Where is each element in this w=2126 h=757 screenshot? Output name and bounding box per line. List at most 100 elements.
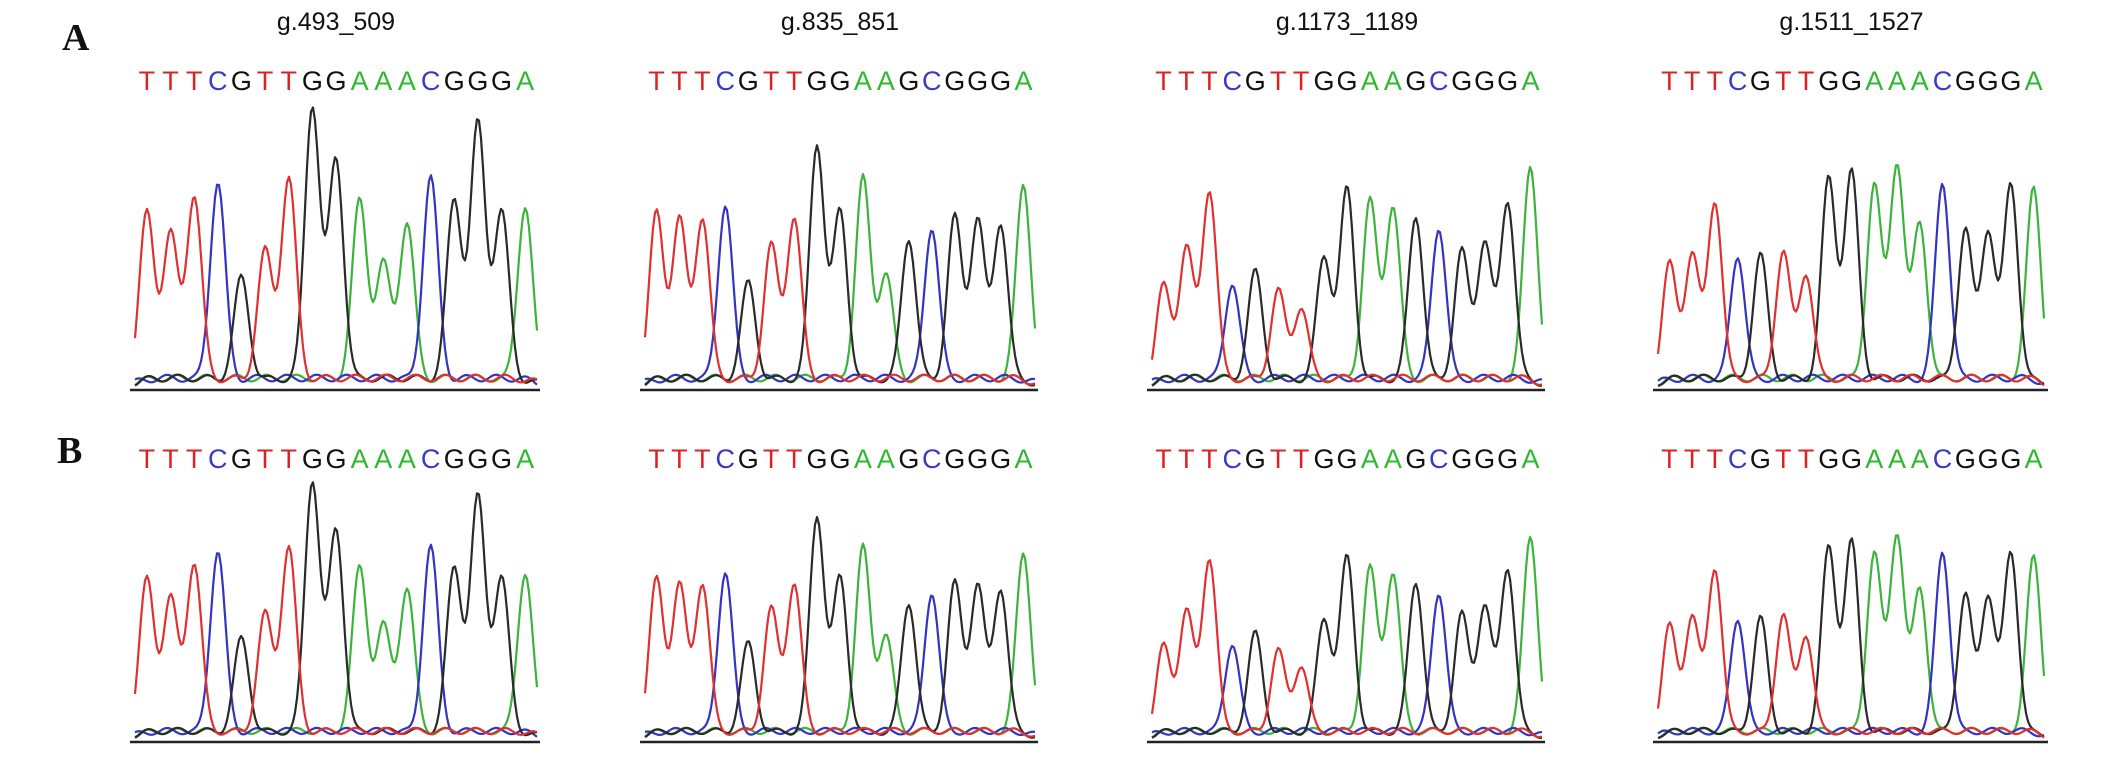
- base-call: T: [648, 444, 665, 474]
- base-call: G: [444, 444, 465, 474]
- base-call: G: [302, 66, 323, 96]
- trace-g: [134, 106, 538, 387]
- base-call: T: [1270, 444, 1287, 474]
- base-call: C: [922, 66, 942, 96]
- trace-t: [133, 175, 538, 384]
- base-call: T: [1178, 444, 1195, 474]
- base-call: C: [208, 66, 228, 96]
- trace-g: [1657, 537, 2045, 739]
- base-call: G: [1818, 444, 1839, 474]
- base-call: A: [1522, 66, 1540, 96]
- base-call: G: [1451, 66, 1472, 96]
- base-call: T: [162, 444, 179, 474]
- base-call: T: [186, 66, 203, 96]
- base-call: A: [1865, 66, 1883, 96]
- base-call: C: [421, 444, 441, 474]
- trace-c: [134, 174, 538, 386]
- trace-a: [1657, 534, 2046, 740]
- region-title: g.1511_1527: [1779, 8, 1923, 36]
- panel-letter: A: [62, 17, 90, 59]
- base-call: G: [829, 66, 850, 96]
- trace-c: [644, 572, 1036, 737]
- base-call: G: [1841, 444, 1862, 474]
- base-call: G: [1314, 66, 1335, 96]
- base-call: G: [231, 66, 252, 96]
- trace-t: [1656, 569, 2045, 739]
- trace-c: [1151, 594, 1543, 737]
- base-call: G: [1336, 444, 1357, 474]
- trace-g: [1151, 185, 1543, 387]
- trace-a: [134, 564, 539, 739]
- base-call: G: [302, 444, 323, 474]
- base-call: T: [1155, 66, 1172, 96]
- base-call: G: [829, 444, 850, 474]
- trace-c: [1657, 182, 2045, 386]
- base-call: A: [854, 66, 872, 96]
- base-call: G: [738, 66, 759, 96]
- base-call: G: [1978, 444, 1999, 474]
- base-call: C: [421, 66, 441, 96]
- base-call: G: [898, 444, 919, 474]
- base-call: T: [1201, 66, 1218, 96]
- base-call: T: [1798, 66, 1815, 96]
- base-call: A: [1361, 66, 1379, 96]
- base-call: G: [1497, 444, 1518, 474]
- base-call: G: [325, 66, 346, 96]
- base-call: T: [694, 66, 711, 96]
- trace-t: [1656, 202, 2045, 387]
- base-call: T: [280, 66, 297, 96]
- base-call: A: [374, 444, 392, 474]
- base-call: C: [922, 444, 942, 474]
- trace-a: [134, 196, 539, 386]
- base-call: G: [2000, 444, 2021, 474]
- base-call: C: [1223, 66, 1243, 96]
- base-call: G: [491, 444, 512, 474]
- base-call: T: [1684, 66, 1701, 96]
- base-call: T: [257, 444, 274, 474]
- base-call: G: [990, 66, 1011, 96]
- base-call: G: [231, 444, 252, 474]
- base-call: T: [1178, 66, 1195, 96]
- trace-g: [644, 516, 1036, 739]
- trace-t: [643, 208, 1036, 386]
- base-call: A: [351, 66, 369, 96]
- base-call: C: [1429, 66, 1449, 96]
- base-call: G: [1245, 444, 1266, 474]
- trace-c: [134, 543, 538, 738]
- base-call: G: [444, 66, 465, 96]
- trace-g: [644, 144, 1036, 387]
- base-call: G: [967, 66, 988, 96]
- base-call: T: [1293, 444, 1310, 474]
- base-call: T: [1707, 66, 1724, 96]
- trace-c: [1151, 229, 1543, 384]
- base-call: T: [1775, 66, 1792, 96]
- base-call: G: [990, 444, 1011, 474]
- base-call: A: [2025, 66, 2043, 96]
- base-call: A: [1911, 66, 1929, 96]
- base-call: T: [694, 444, 711, 474]
- base-call: G: [967, 444, 988, 474]
- base-call: A: [2025, 444, 2043, 474]
- base-call: A: [1384, 66, 1402, 96]
- base-call: C: [716, 66, 736, 96]
- base-call: G: [1955, 66, 1976, 96]
- base-call: G: [807, 444, 828, 474]
- base-call: G: [944, 444, 965, 474]
- trace-g: [1151, 553, 1542, 739]
- base-call: T: [162, 66, 179, 96]
- base-call: A: [398, 66, 416, 96]
- trace-a: [644, 542, 1037, 738]
- base-call: A: [374, 66, 392, 96]
- base-call: G: [1841, 66, 1862, 96]
- base-call: A: [1888, 66, 1906, 96]
- base-call: G: [1818, 66, 1839, 96]
- base-call: C: [716, 444, 736, 474]
